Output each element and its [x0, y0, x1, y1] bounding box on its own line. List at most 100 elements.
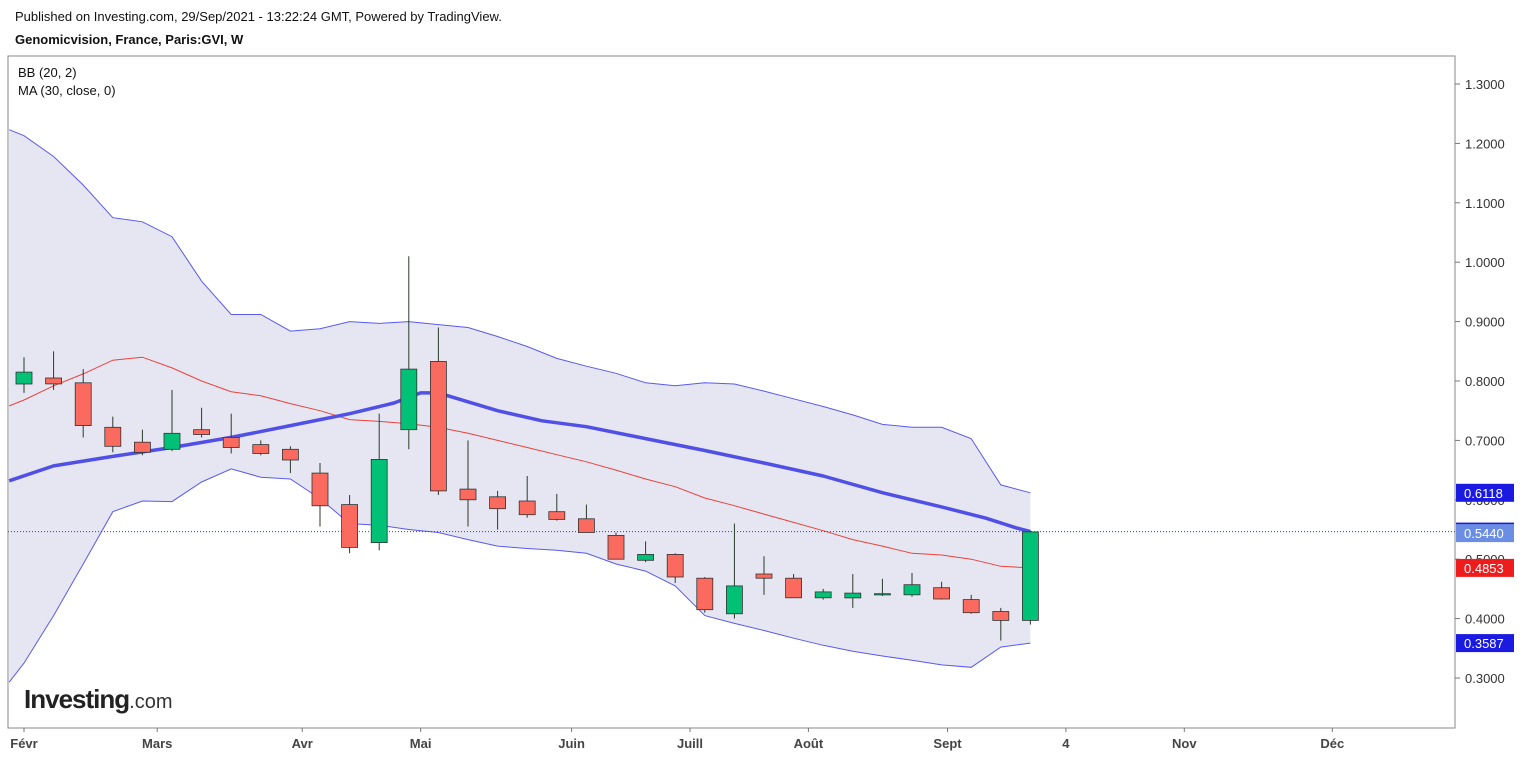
bollinger-bands	[8, 129, 1031, 683]
candle-body-down	[222, 436, 240, 448]
price-label-text: 0.3587	[1464, 636, 1504, 651]
candle	[193, 407, 211, 438]
y-tick-label: 0.9000	[1465, 315, 1505, 330]
candle-body-up	[1022, 531, 1039, 621]
candle-body-down	[104, 426, 122, 447]
x-tick-label: Mai	[410, 736, 432, 751]
candle-body-down	[933, 587, 950, 600]
price-label: 0.5440	[1456, 524, 1514, 543]
y-tick-label: 1.1000	[1465, 196, 1505, 211]
candle-body-up	[637, 554, 654, 561]
candle	[252, 440, 270, 456]
moving-average-line	[8, 391, 1031, 534]
candle-body-down	[578, 518, 595, 533]
logo-suffix: .com	[129, 691, 173, 713]
candle-body-up	[15, 371, 33, 385]
x-tick-label: Déc	[1320, 736, 1344, 751]
candle	[696, 577, 714, 613]
candle-body-down	[311, 472, 329, 507]
candle	[637, 541, 654, 563]
candle-body-up	[903, 584, 921, 596]
bb-upper-line	[9, 129, 1031, 494]
candle	[903, 572, 921, 597]
price-label-bg	[1456, 524, 1514, 543]
candle	[429, 327, 447, 496]
bb-basis-line	[9, 356, 1031, 569]
candle	[281, 446, 299, 474]
published-info: Published on Investing.com, 29/Sep/2021 …	[15, 9, 502, 24]
candle-body-down	[518, 500, 536, 516]
candle	[666, 553, 684, 583]
candle-body-up	[400, 368, 418, 431]
symbol-title: Genomicvision, France, Paris:GVI, W	[15, 32, 244, 47]
price-label-text: 0.6118	[1464, 486, 1503, 501]
price-label-bg	[1456, 634, 1514, 653]
price-label-text: 0.4853	[1464, 561, 1504, 576]
candle-body-down	[548, 511, 566, 520]
indicator-ma-label[interactable]: MA (30, close, 0)	[18, 83, 116, 98]
x-tick-label: Sept	[933, 736, 962, 751]
x-tick-label: Juin	[558, 736, 585, 751]
candle	[133, 429, 151, 456]
price-label: 0.4853	[1456, 558, 1514, 577]
candles	[15, 256, 1039, 641]
candle-body-down	[74, 382, 92, 426]
x-tick-label: 4	[1062, 736, 1070, 751]
candle-body-up	[874, 593, 891, 596]
candle	[962, 594, 980, 614]
candle-body-up	[163, 432, 181, 450]
y-tick-label: 1.2000	[1465, 136, 1505, 151]
x-tick-label: Août	[794, 736, 824, 751]
candle	[755, 556, 773, 595]
indicator-bb-label[interactable]: BB (20, 2)	[18, 65, 77, 80]
candle-body-up	[844, 592, 862, 599]
candle	[548, 493, 566, 521]
candle	[874, 578, 891, 597]
candle-body-up	[370, 458, 388, 543]
candle-body-up	[814, 591, 832, 599]
x-tick-label: Juill	[677, 736, 703, 751]
candle	[518, 476, 536, 518]
candle	[726, 523, 743, 619]
y-tick-label: 1.0000	[1465, 255, 1505, 270]
price-label-text: 0.5440	[1464, 526, 1504, 541]
price-label-bg	[1456, 483, 1514, 502]
candle-body-down	[45, 377, 62, 385]
investing-logo[interactable]: Investing.com	[24, 684, 172, 715]
candle-body-down	[607, 535, 625, 560]
candle-body-down	[992, 611, 1010, 621]
candle-body-down	[962, 599, 980, 614]
candle	[844, 574, 862, 608]
y-tick-label: 0.3000	[1465, 671, 1505, 686]
x-tick-label: Avr	[292, 736, 313, 751]
price-label-bg	[1456, 558, 1514, 577]
candle-body-down	[785, 577, 802, 599]
candle	[607, 532, 625, 560]
x-tick-label: Nov	[1172, 736, 1197, 751]
candle-body-down	[459, 488, 477, 501]
candle	[992, 607, 1010, 641]
candle-body-down	[193, 429, 211, 435]
bb-lower-line	[8, 468, 1031, 683]
y-tick-label: 0.7000	[1465, 433, 1505, 448]
candle	[311, 462, 329, 527]
x-tick-label: Mars	[142, 736, 172, 751]
candle-body-up	[726, 585, 743, 615]
y-tick-label: 1.3000	[1465, 77, 1505, 92]
candle	[341, 495, 359, 554]
candle-body-down	[281, 448, 299, 461]
candle-body-down	[133, 441, 151, 453]
candle	[222, 413, 240, 454]
candle	[400, 256, 418, 450]
candle-body-down	[666, 554, 684, 578]
time-axis: Févr Mars Avr Mai Juin Juill Août Sept 4 Nov Déc	[10, 728, 1344, 751]
candle	[370, 413, 388, 551]
candle	[459, 440, 477, 527]
price-label: 0.3587	[1456, 634, 1514, 653]
candle-body-down	[429, 360, 447, 492]
logo-main: Investing	[24, 684, 130, 714]
candle	[1022, 530, 1039, 625]
candle-body-down	[755, 573, 773, 579]
